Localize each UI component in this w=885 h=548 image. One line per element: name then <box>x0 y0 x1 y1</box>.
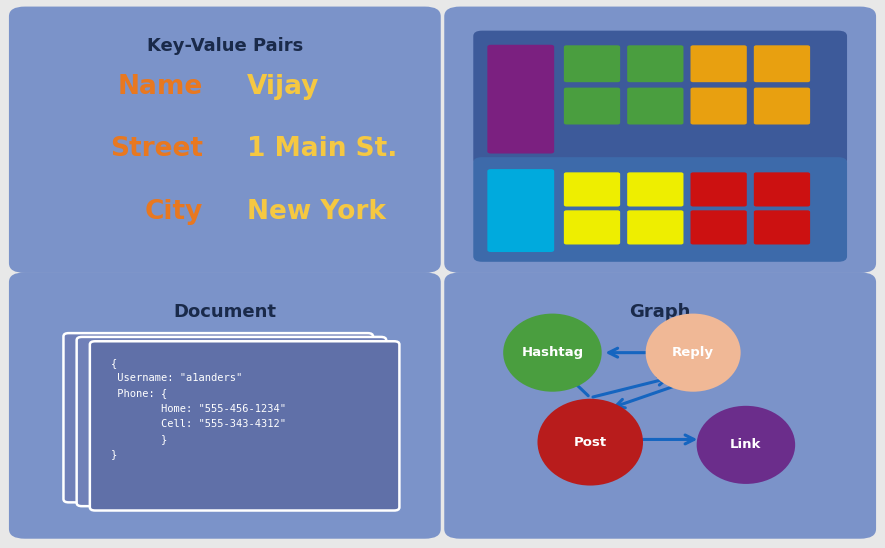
FancyBboxPatch shape <box>690 88 747 124</box>
FancyBboxPatch shape <box>64 333 373 503</box>
FancyBboxPatch shape <box>754 45 810 82</box>
FancyBboxPatch shape <box>488 169 554 252</box>
Text: Link: Link <box>730 438 762 452</box>
FancyBboxPatch shape <box>690 172 747 207</box>
FancyBboxPatch shape <box>90 341 399 511</box>
Ellipse shape <box>696 406 795 484</box>
FancyBboxPatch shape <box>627 172 683 207</box>
FancyBboxPatch shape <box>754 172 810 207</box>
FancyBboxPatch shape <box>473 157 847 262</box>
Text: Column Oriented Store: Column Oriented Store <box>544 37 776 55</box>
FancyBboxPatch shape <box>690 210 747 244</box>
FancyBboxPatch shape <box>627 45 683 82</box>
FancyBboxPatch shape <box>9 7 441 273</box>
Text: {
 Username: "a1anders"
 Phone: {
        Home: "555-456-1234"
        Cell: "55: { Username: "a1anders" Phone: { Home: "5… <box>111 358 286 459</box>
Text: Key-Value Pairs: Key-Value Pairs <box>147 37 303 55</box>
Text: Post: Post <box>573 436 607 449</box>
Text: Reply: Reply <box>672 346 714 359</box>
FancyBboxPatch shape <box>564 172 620 207</box>
FancyBboxPatch shape <box>627 210 683 244</box>
Text: New York: New York <box>247 198 386 225</box>
Text: Graph: Graph <box>629 302 691 321</box>
Text: Vijay: Vijay <box>247 74 319 100</box>
FancyBboxPatch shape <box>444 272 876 539</box>
FancyBboxPatch shape <box>444 7 876 273</box>
FancyBboxPatch shape <box>754 210 810 244</box>
Text: City: City <box>144 198 203 225</box>
FancyBboxPatch shape <box>473 31 847 165</box>
FancyBboxPatch shape <box>564 88 620 124</box>
FancyBboxPatch shape <box>564 45 620 82</box>
FancyBboxPatch shape <box>488 45 554 153</box>
Ellipse shape <box>537 399 643 486</box>
Text: Name: Name <box>118 74 203 100</box>
Text: Hashtag: Hashtag <box>521 346 583 359</box>
FancyBboxPatch shape <box>564 210 620 244</box>
FancyBboxPatch shape <box>77 337 386 506</box>
Text: Document: Document <box>173 302 276 321</box>
Text: 1 Main St.: 1 Main St. <box>247 136 397 162</box>
Ellipse shape <box>504 313 602 392</box>
Ellipse shape <box>646 313 741 392</box>
Text: Street: Street <box>110 136 203 162</box>
FancyBboxPatch shape <box>754 88 810 124</box>
FancyBboxPatch shape <box>690 45 747 82</box>
FancyBboxPatch shape <box>9 272 441 539</box>
FancyBboxPatch shape <box>627 88 683 124</box>
